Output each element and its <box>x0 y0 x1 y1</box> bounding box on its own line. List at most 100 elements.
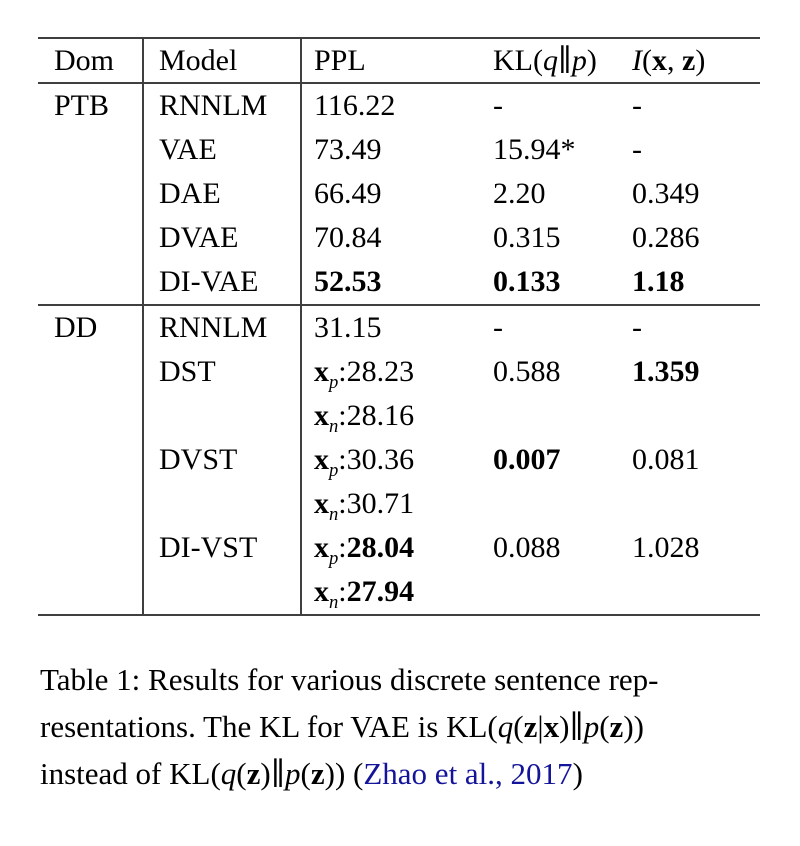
text-segment: 0.088 <box>493 531 561 564</box>
cell-model <box>143 570 302 615</box>
text-segment: DST <box>159 355 216 388</box>
table-row: DVST xp:30.36 0.007 0.081 <box>38 438 760 482</box>
text-segment: DI-VST <box>159 531 258 564</box>
cell-dom <box>38 570 144 615</box>
cell-dom <box>38 482 144 526</box>
cell-kl: 0.315 <box>493 216 632 260</box>
cell-model: DAE <box>143 172 302 216</box>
cell-i: 0.349 <box>632 172 760 216</box>
text-segment: : <box>338 575 347 608</box>
text-segment: 0.286 <box>632 221 700 254</box>
text-segment: RNNLM <box>159 89 268 122</box>
text-segment: )) <box>623 709 644 744</box>
text-segment: instead of KL( <box>40 756 221 791</box>
text-segment: :28.23 <box>338 355 415 388</box>
cell-ppl: xn:28.16 <box>301 394 493 438</box>
cell-model: DI-VST <box>143 526 302 570</box>
cell-i: - <box>632 304 760 350</box>
text-segment: 0.133 <box>493 265 561 298</box>
cell-kl: 2.20 <box>493 172 632 216</box>
table-row: PTB RNNLM 116.22 - - <box>38 83 760 128</box>
cell-model: DST <box>143 350 302 394</box>
cell-dom: DD <box>38 304 144 350</box>
text-segment: ) <box>695 43 706 77</box>
text-segment: p <box>285 756 301 791</box>
text-segment: - <box>632 311 642 344</box>
text-segment: )∥ <box>559 709 584 744</box>
table-body: PTB RNNLM 116.22 - - VAE 73.49 15.94* - DAE 66.49 2… <box>38 83 760 615</box>
cell-kl: 0.588 <box>493 350 632 394</box>
text-segment: x <box>314 531 329 564</box>
results-table: Dom Model PPL KL(q∥p) I(x, z) PTB RNNLM 116.22… <box>38 37 760 616</box>
text-segment: DD <box>54 311 98 344</box>
cell-i: - <box>632 83 760 128</box>
text-segment: ( <box>236 756 247 791</box>
cell-kl: 15.94* <box>493 128 632 172</box>
page: Dom Model PPL KL(q∥p) I(x, z) PTB RNNLM 116.22… <box>0 37 800 797</box>
text-segment: : <box>338 531 347 564</box>
cell-i <box>632 394 760 438</box>
cell-i: 0.081 <box>632 438 760 482</box>
cell-i: 0.286 <box>632 216 760 260</box>
text-segment: p <box>329 460 339 481</box>
text-segment: x <box>314 399 329 432</box>
text-segment: Table 1: Results for various discrete se… <box>40 662 659 697</box>
text-segment: z <box>682 43 696 77</box>
citation-link[interactable]: Zhao et al., 2017 <box>363 756 573 791</box>
text-segment: , <box>667 43 682 77</box>
table-row: DI-VST xp:28.04 0.088 1.028 <box>38 526 760 570</box>
text-segment: :28.16 <box>338 399 415 432</box>
text-segment: ( <box>513 709 524 744</box>
table-row: DST xp:28.23 0.588 1.359 <box>38 350 760 394</box>
table-row: VAE 73.49 15.94* - <box>38 128 760 172</box>
table-row: DAE 66.49 2.20 0.349 <box>38 172 760 216</box>
cell-i: 1.028 <box>632 526 760 570</box>
cell-model: VAE <box>143 128 302 172</box>
header-model: Model <box>143 38 302 83</box>
caption-line: instead of KL(q(z)∥p(z)) (Zhao et al., 2… <box>40 750 762 797</box>
cell-model: RNNLM <box>143 83 302 128</box>
text-segment: PTB <box>54 89 110 122</box>
cell-kl <box>493 570 632 615</box>
text-segment: ( <box>642 43 652 77</box>
text-segment: :30.71 <box>338 487 415 520</box>
cell-ppl: xp:30.36 <box>301 438 493 482</box>
text-segment: 70.84 <box>314 221 382 254</box>
text-segment: RNNLM <box>159 311 268 344</box>
text-segment: p <box>583 709 600 744</box>
text-segment: 31.15 <box>314 311 382 344</box>
text-segment: PPL <box>314 43 366 77</box>
text-segment: p <box>329 372 339 393</box>
text-segment: KL( <box>493 44 543 77</box>
text-segment: z <box>523 709 538 744</box>
cell-dom <box>38 260 144 305</box>
text-segment: x <box>314 575 329 608</box>
cell-dom: PTB <box>38 83 144 128</box>
text-segment: 0.349 <box>632 177 700 210</box>
text-segment: 1.18 <box>632 265 685 298</box>
text-segment: 52.53 <box>314 265 382 298</box>
text-segment: n <box>329 416 339 437</box>
table-caption: Table 1: Results for various discrete se… <box>40 656 762 797</box>
cell-model: DVAE <box>143 216 302 260</box>
table-row: DD RNNLM 31.15 - - <box>38 304 760 350</box>
cell-model: DI-VAE <box>143 260 302 305</box>
text-segment: x <box>314 487 329 520</box>
text-segment: I <box>632 43 642 77</box>
text-segment: DI-VAE <box>159 265 259 298</box>
cell-i <box>632 482 760 526</box>
table-row: DVAE 70.84 0.315 0.286 <box>38 216 760 260</box>
table-header: Dom Model PPL KL(q∥p) I(x, z) <box>38 38 760 83</box>
cell-ppl: 116.22 <box>301 83 493 128</box>
text-segment: q <box>497 709 514 744</box>
cell-dom <box>38 526 144 570</box>
cell-i: 1.359 <box>632 350 760 394</box>
text-segment: - <box>493 89 503 122</box>
text-segment: )∥ <box>260 756 286 791</box>
cell-dom <box>38 438 144 482</box>
text-segment: ) <box>586 44 597 77</box>
cell-ppl: xp:28.23 <box>301 350 493 394</box>
text-segment: 0.081 <box>632 443 700 476</box>
text-segment: DVST <box>159 443 238 476</box>
text-segment: - <box>493 311 503 344</box>
